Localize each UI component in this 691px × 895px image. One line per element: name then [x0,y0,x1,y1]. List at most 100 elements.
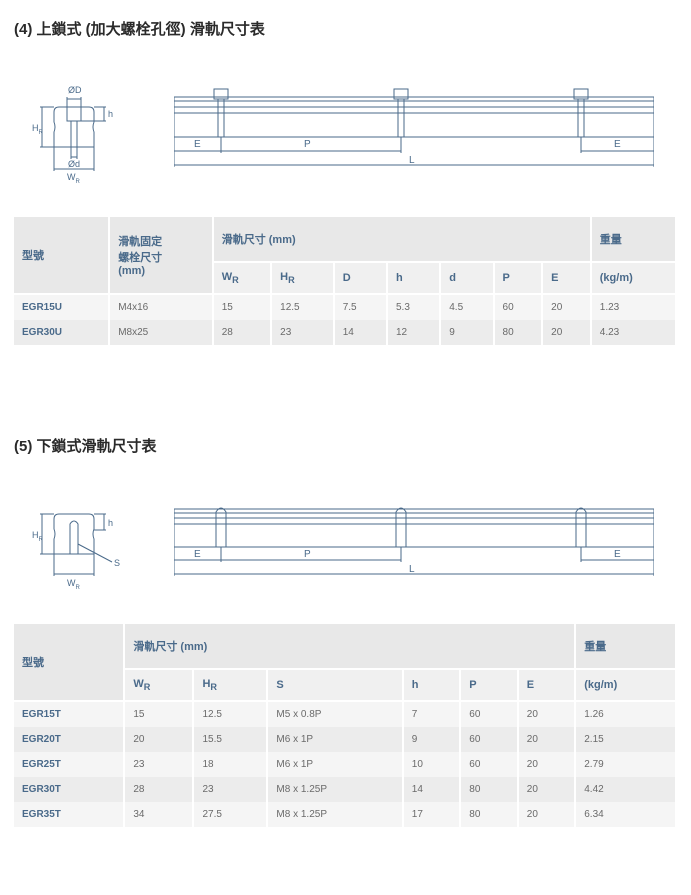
section-4: (4) 上鎖式 (加大螺栓孔徑) 滑軌尺寸表 [14,18,677,345]
table-row: EGR15T1512.5M5 x 0.8P760201.26 [14,701,676,727]
label-E1-5: E [194,549,201,560]
label-h: h [108,109,113,119]
table-row: EGR30T2823M8 x 1.25P1480204.42 [14,777,676,802]
table-cell: 80 [460,777,517,802]
section-5-diagrams: HR h S WR [14,484,677,594]
table-row: EGR25T2318M6 x 1P1060202.79 [14,752,676,777]
table-5-body: EGR15T1512.5M5 x 0.8P760201.26EGR20T2015… [14,701,676,827]
table-cell: 14 [403,777,460,802]
table-cell: 12 [387,320,440,345]
table-cell: M8 x 1.25P [267,777,402,802]
th-rail-5: 滑軌尺寸 (mm) [124,624,575,669]
table-cell: 10 [403,752,460,777]
label-E2: E [614,139,621,150]
table-cell: 12.5 [193,701,267,727]
table-cell: 4.42 [575,777,676,802]
table-cell: 7.5 [334,294,387,320]
table-cell: 27.5 [193,802,267,827]
section-5: (5) 下鎖式滑軌尺寸表 [14,435,677,827]
table-cell: 9 [403,727,460,752]
table-cell: 9 [440,320,493,345]
table-cell: 12.5 [271,294,334,320]
diagram-4-side: E P E L [174,67,654,187]
table-cell: 15.5 [193,727,267,752]
table-cell: 2.79 [575,752,676,777]
table-cell: 80 [460,802,517,827]
label-phid: Ød [68,159,80,169]
table-cell: 6.34 [575,802,676,827]
table-cell: M6 x 1P [267,752,402,777]
table-cell: 18 [193,752,267,777]
table-cell: 60 [460,727,517,752]
svg-text:WR: WR [67,578,81,591]
table-cell: EGR25T [14,752,124,777]
table-row: EGR20T2015.5M6 x 1P960202.15 [14,727,676,752]
label-L-5: L [409,564,415,575]
table-cell: 23 [271,320,334,345]
table-cell: 1.23 [591,294,676,320]
table-cell: M4x16 [109,294,213,320]
table-cell: 28 [124,777,193,802]
table-5: 型號 滑軌尺寸 (mm) 重量 WR HR S h P E (kg/m) EGR… [14,624,677,827]
table-cell: EGR35T [14,802,124,827]
table-cell: 20 [518,701,575,727]
label-E1: E [194,139,201,150]
svg-text:WR: WR [67,172,81,185]
table-cell: EGR15U [14,294,109,320]
table-cell: 20 [518,752,575,777]
th-model-5: 型號 [14,624,124,701]
diagram-5-cross: HR h S WR [14,484,134,594]
label-S: S [114,558,120,568]
table-cell: EGR15T [14,701,124,727]
th-weight: 重量 [591,217,676,262]
diagram-5-side: E P E L [174,484,654,594]
table-4-body: EGR15UM4x161512.57.55.34.560201.23EGR30U… [14,294,676,345]
th-bolt: 滑軌固定 螺栓尺寸 (mm) [109,217,213,294]
table-cell: M5 x 0.8P [267,701,402,727]
table-cell: 20 [542,320,591,345]
table-cell: EGR30T [14,777,124,802]
table-cell: 34 [124,802,193,827]
table-cell: 4.5 [440,294,493,320]
table-cell: 1.26 [575,701,676,727]
label-L: L [409,155,415,166]
table-cell: M6 x 1P [267,727,402,752]
table-cell: 60 [460,701,517,727]
table-cell: 28 [213,320,271,345]
th-weight-5: 重量 [575,624,676,669]
label-P-5: P [304,549,311,560]
section-5-title: (5) 下鎖式滑軌尺寸表 [14,435,677,456]
table-cell: 20 [518,777,575,802]
table-cell: 60 [460,752,517,777]
table-cell: EGR20T [14,727,124,752]
table-row: EGR30UM8x2528231412980204.23 [14,320,676,345]
table-cell: 14 [334,320,387,345]
table-cell: 2.15 [575,727,676,752]
label-h5: h [108,518,113,528]
section-4-diagrams: ØD Ød HR h WR [14,67,677,187]
table-cell: 23 [193,777,267,802]
table-cell: 23 [124,752,193,777]
table-cell: M8 x 1.25P [267,802,402,827]
table-cell: 4.23 [591,320,676,345]
table-cell: 20 [542,294,591,320]
table-cell: 15 [124,701,193,727]
table-cell: 20 [518,727,575,752]
table-row: EGR35T3427.5M8 x 1.25P1780206.34 [14,802,676,827]
label-P: P [304,139,311,150]
diagram-4-cross: ØD Ød HR h WR [14,67,134,187]
th-rail: 滑軌尺寸 (mm) [213,217,591,262]
table-cell: EGR30U [14,320,109,345]
label-E2-5: E [614,549,621,560]
table-cell: 20 [518,802,575,827]
section-4-title: (4) 上鎖式 (加大螺栓孔徑) 滑軌尺寸表 [14,18,677,39]
label-phiD: ØD [68,85,82,95]
table-cell: 80 [494,320,543,345]
table-cell: 5.3 [387,294,440,320]
table-cell: 7 [403,701,460,727]
table-cell: 20 [124,727,193,752]
table-row: EGR15UM4x161512.57.55.34.560201.23 [14,294,676,320]
table-4: 型號 滑軌固定 螺栓尺寸 (mm) 滑軌尺寸 (mm) 重量 WR HR D h… [14,217,677,345]
table-cell: 17 [403,802,460,827]
table-cell: 15 [213,294,271,320]
